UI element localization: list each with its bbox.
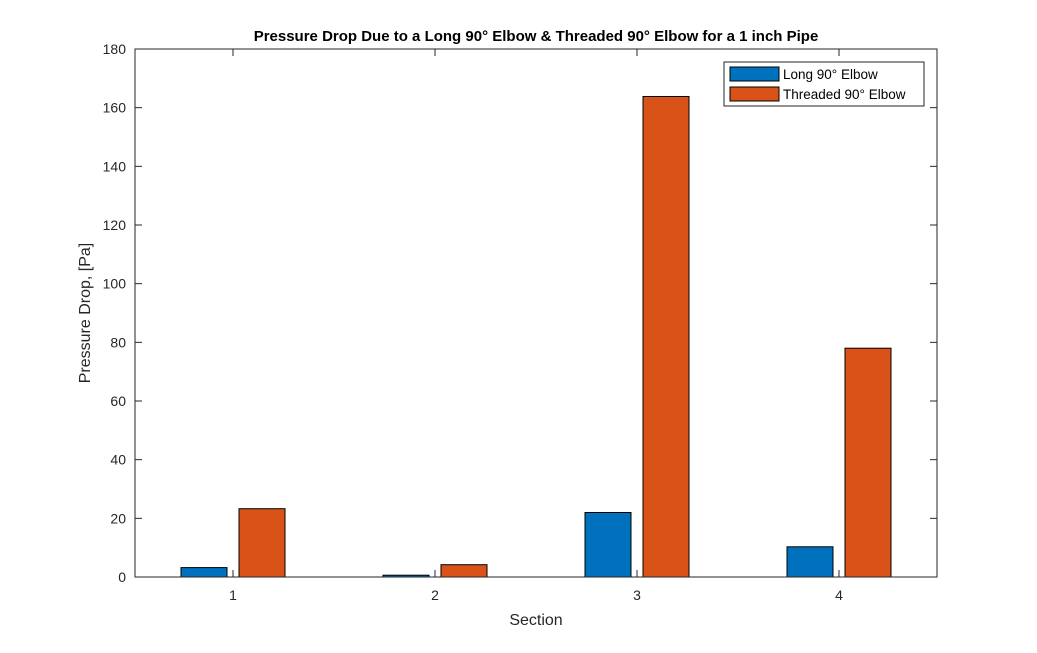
legend-swatch <box>729 66 780 82</box>
x-tick-label: 2 <box>431 587 439 603</box>
y-tick-label: 60 <box>110 393 126 409</box>
y-tick-label: 20 <box>110 510 126 526</box>
chart-title: Pressure Drop Due to a Long 90° Elbow & … <box>254 28 819 45</box>
bar-series2-cat4 <box>844 347 892 578</box>
bar-series2-cat3 <box>642 96 690 578</box>
bar-series1-cat4 <box>786 546 834 578</box>
bar-series1-cat3 <box>584 512 632 578</box>
y-tick-label: 160 <box>103 100 127 116</box>
legend-entry-label: Long 90° Elbow <box>783 67 878 82</box>
y-tick-label: 40 <box>110 452 126 468</box>
x-tick-label: 3 <box>633 587 641 603</box>
plot-area: 0 20 40 60 80 100 120 140 160 180 1 2 3 4 <box>103 41 938 603</box>
y-tick-label: 80 <box>110 334 126 350</box>
x-tick-label: 4 <box>835 587 843 603</box>
x-axis-label: Section <box>509 612 562 629</box>
y-axis-label: Pressure Drop, [Pa] <box>77 243 94 384</box>
axes-box <box>134 48 938 578</box>
bar-series2-cat1 <box>238 508 286 578</box>
y-tick-label: 180 <box>103 41 127 57</box>
y-tick-label: 120 <box>103 217 127 233</box>
y-tick-label: 0 <box>118 569 126 585</box>
legend: Long 90° Elbow Threaded 90° Elbow <box>723 61 925 107</box>
legend-entry-label: Threaded 90° Elbow <box>783 87 906 102</box>
legend-swatch <box>729 86 780 102</box>
y-tick-label: 140 <box>103 158 127 174</box>
y-tick-label: 100 <box>103 276 127 292</box>
x-tick-label: 1 <box>229 587 237 603</box>
bar-series1-cat1 <box>180 567 228 578</box>
bar-series2-cat2 <box>440 564 488 578</box>
